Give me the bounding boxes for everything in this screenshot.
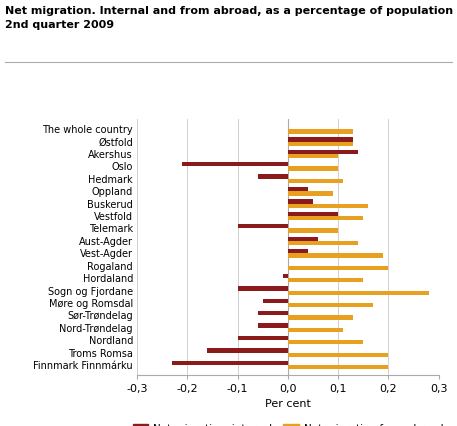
Bar xyxy=(288,191,333,196)
Bar xyxy=(288,303,373,307)
Bar xyxy=(238,224,288,228)
Bar xyxy=(288,315,353,320)
Bar xyxy=(182,162,288,167)
Bar xyxy=(258,311,288,315)
Bar xyxy=(288,236,318,241)
Bar xyxy=(288,150,358,154)
Bar xyxy=(288,228,338,233)
Bar xyxy=(288,204,368,208)
Bar xyxy=(288,340,363,345)
Bar xyxy=(238,286,288,291)
Bar xyxy=(263,299,288,303)
Bar xyxy=(238,336,288,340)
Bar xyxy=(288,291,429,295)
Bar xyxy=(288,137,353,141)
Bar xyxy=(172,361,288,365)
Bar xyxy=(288,141,353,146)
Bar xyxy=(288,328,343,332)
Bar xyxy=(288,129,353,133)
Bar xyxy=(288,199,313,204)
Bar xyxy=(288,167,338,171)
Bar xyxy=(288,212,338,216)
Bar xyxy=(258,323,288,328)
Bar xyxy=(288,365,388,369)
Bar xyxy=(288,154,338,158)
Bar xyxy=(288,241,358,245)
Bar xyxy=(258,175,288,179)
Text: Net migration. Internal and from abroad, as a percentage of population
2nd quart: Net migration. Internal and from abroad,… xyxy=(5,6,453,30)
Bar xyxy=(207,348,288,353)
X-axis label: Per cent: Per cent xyxy=(265,400,311,409)
Bar xyxy=(288,216,363,220)
Legend: Net migration, internal, Net migration from abroad: Net migration, internal, Net migration f… xyxy=(133,423,443,426)
Bar xyxy=(288,187,308,191)
Bar xyxy=(288,179,343,183)
Bar xyxy=(288,353,388,357)
Bar xyxy=(288,253,383,258)
Bar xyxy=(283,274,288,278)
Bar xyxy=(288,278,363,282)
Bar xyxy=(288,266,388,270)
Bar xyxy=(288,249,308,253)
